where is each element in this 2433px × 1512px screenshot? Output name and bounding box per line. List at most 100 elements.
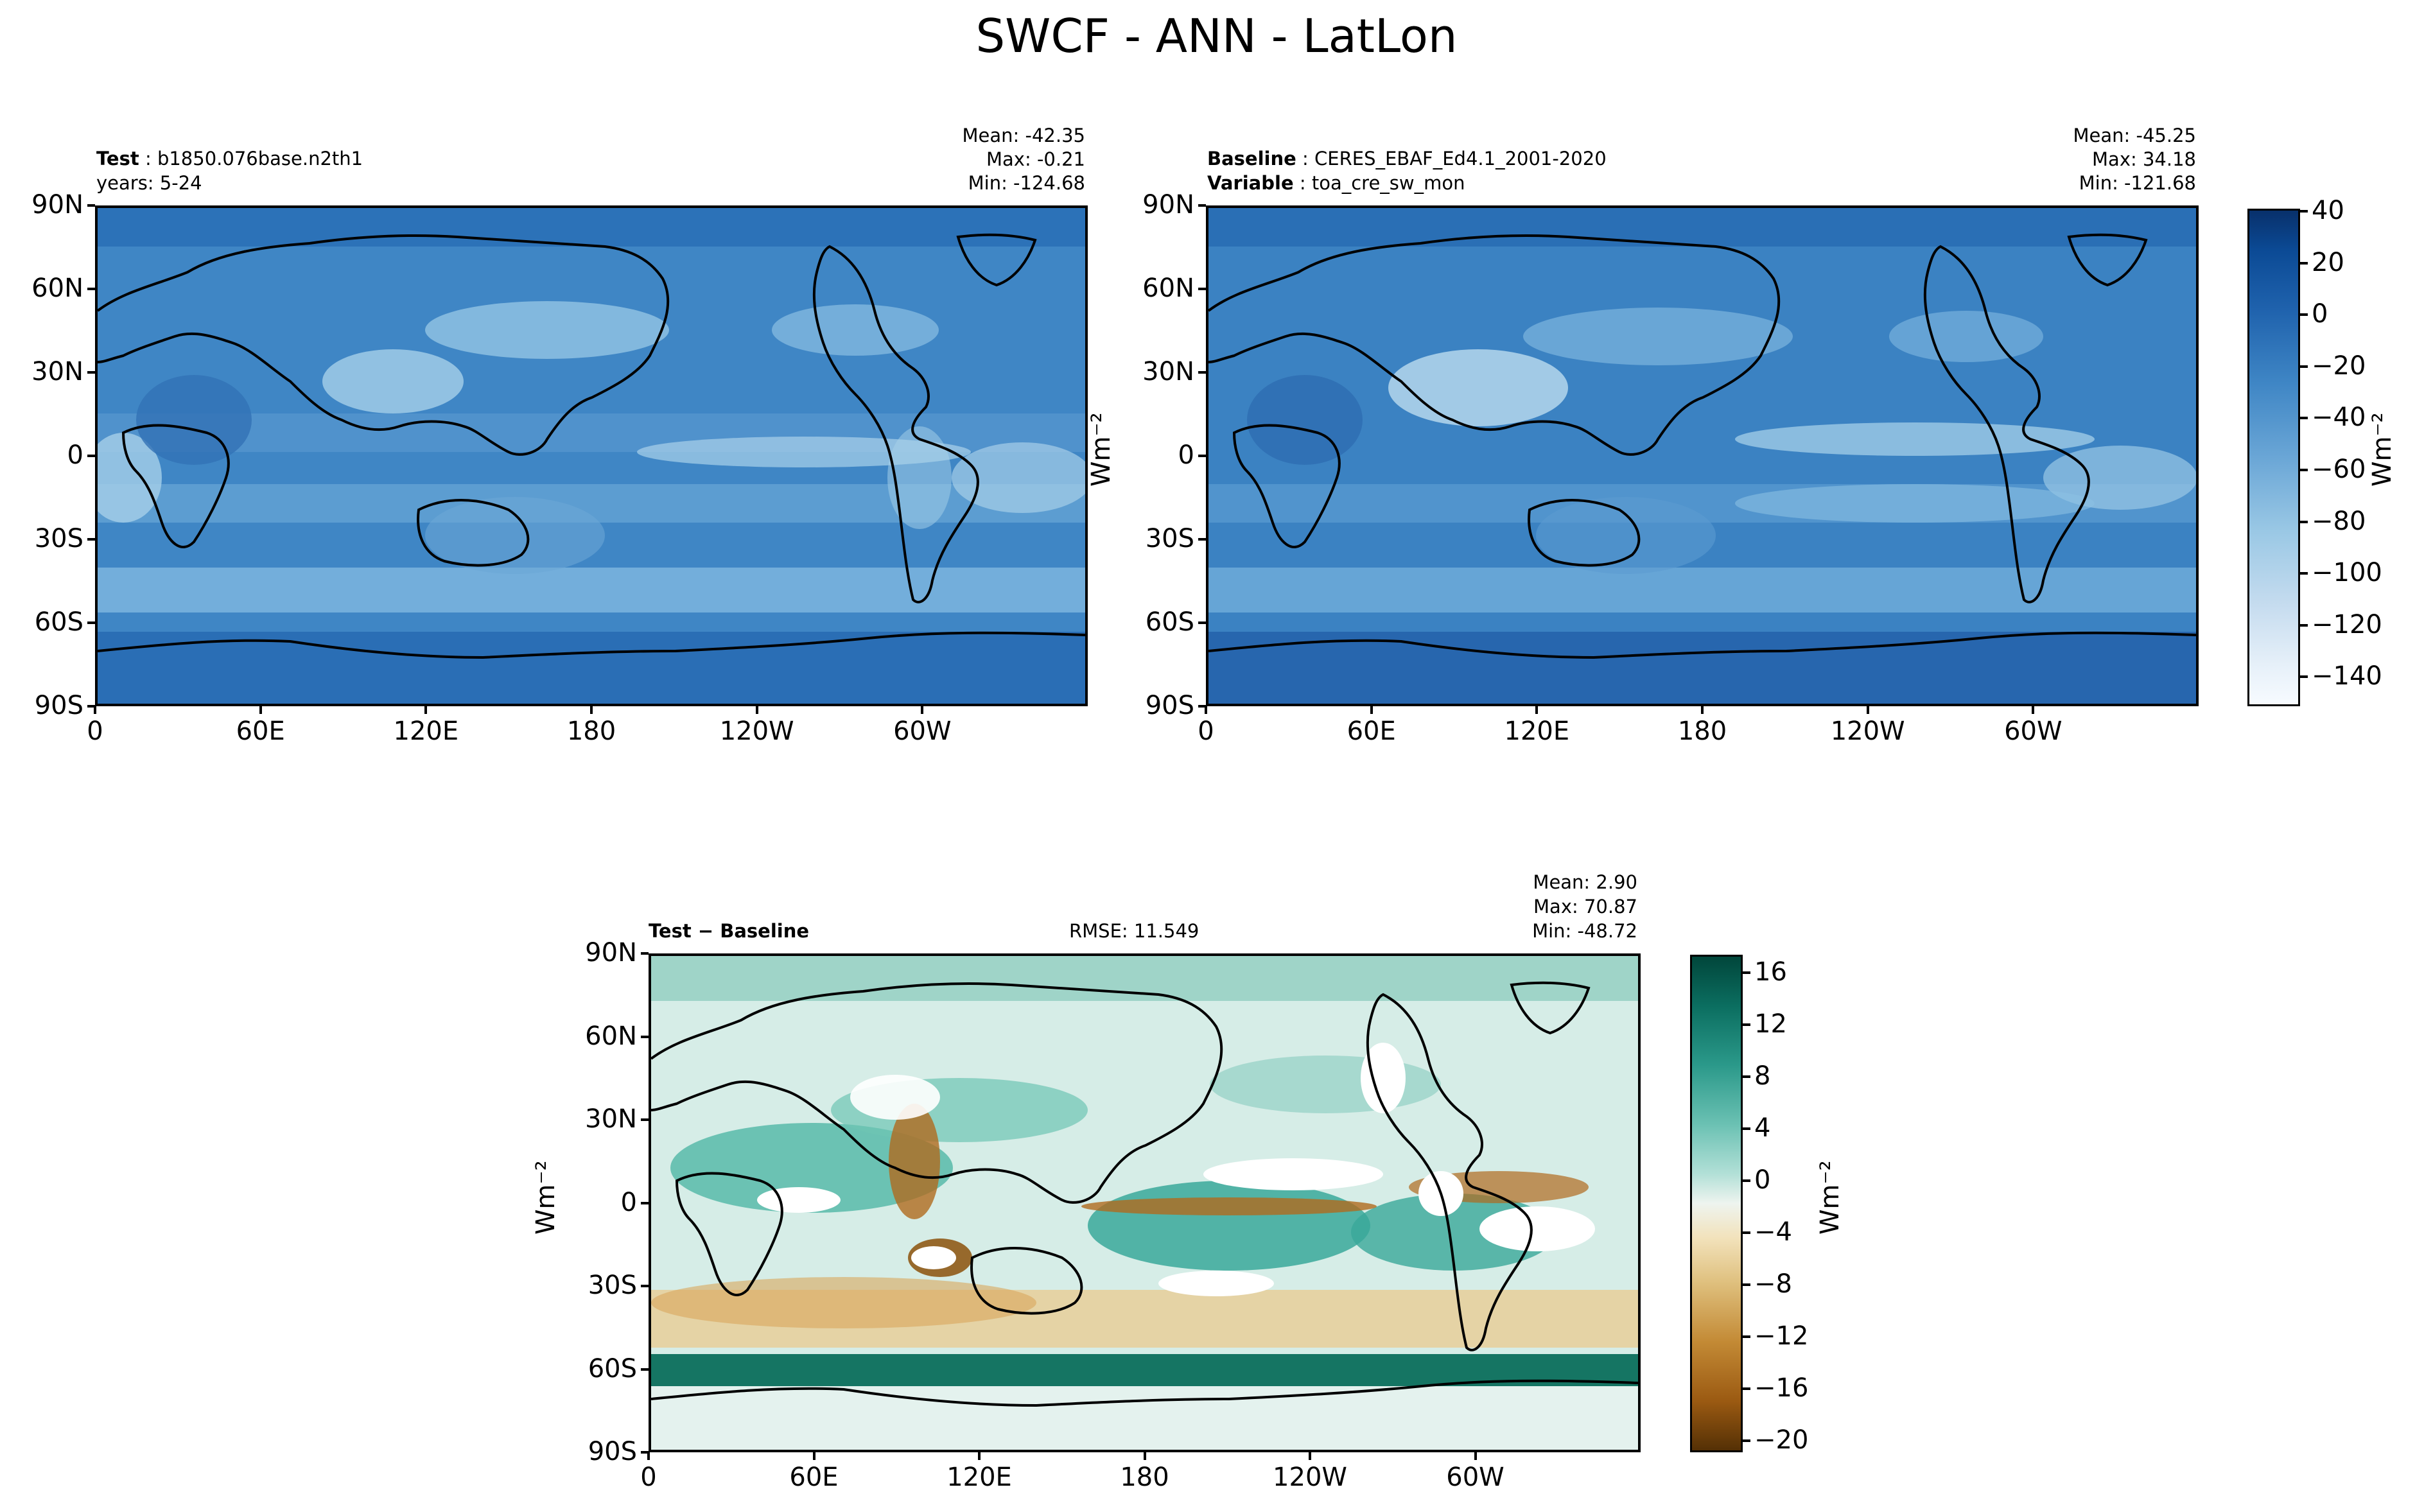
baseline-lon-tickmark	[1701, 706, 1704, 714]
diff-lat-tickmark	[641, 1285, 649, 1287]
test-lon-tickmark	[921, 706, 924, 714]
baseline-map	[1206, 205, 2199, 706]
diff-lat-tick: 60N	[585, 1021, 637, 1051]
baseline-lon-tick: 60E	[1347, 717, 1396, 746]
colorbar-diff-tick-label: 4	[1754, 1113, 1771, 1143]
colorbar-top-tickmark	[2300, 365, 2308, 368]
diff-lon-tickmark	[812, 1452, 815, 1460]
diff-map	[649, 953, 1641, 1452]
colorbar-diff-tick-label: 16	[1754, 957, 1787, 987]
colorbar-diff-tickmark	[1743, 1387, 1750, 1390]
colorbar-diff-tick-label: −12	[1754, 1321, 1809, 1351]
baseline-map-field	[1208, 208, 2196, 704]
colorbar-top-tick-label: −40	[2312, 403, 2366, 433]
colorbar-top-tickmark	[2300, 572, 2308, 575]
diff-lat-tickmark	[641, 1035, 649, 1038]
test-lon-tick: 60W	[893, 717, 952, 746]
baseline-lat-tickmark	[1198, 288, 1206, 290]
baseline-lon-tick: 120E	[1504, 717, 1570, 746]
diff-lat-tickmark	[641, 1368, 649, 1371]
test-lat-tick: 90N	[31, 190, 83, 220]
diff-lon-tickmark	[1474, 1452, 1477, 1460]
colorbar-diff-tickmark	[1743, 1283, 1750, 1286]
test-lat-tickmark	[87, 371, 95, 374]
diff-lat-tick: 0	[620, 1187, 637, 1217]
test-lon-tickmark	[424, 706, 428, 714]
colorbar-top-tickmark	[2300, 313, 2308, 317]
test-lon-tick: 120W	[719, 717, 794, 746]
colorbar-diff-tickmark	[1743, 1179, 1750, 1182]
diff-label: Test − Baseline	[649, 920, 810, 942]
colorbar-diff-tick-label: −4	[1754, 1217, 1792, 1247]
baseline-lat-tickmark	[1198, 455, 1206, 457]
diff-lon-tickmark	[1143, 1452, 1146, 1460]
colorbar-diff-tickmark	[1743, 971, 1750, 974]
diff-lon-tickmark	[1309, 1452, 1311, 1460]
colorbar-top-unit: Wm⁻²	[2368, 412, 2397, 487]
baseline-lon-tickmark	[1370, 706, 1373, 714]
colorbar-top-tickmark	[2300, 417, 2308, 420]
diff-lat-tick: 30S	[588, 1271, 637, 1300]
colorbar-diff-tick-label: 12	[1754, 1009, 1787, 1039]
colorbar-top-tickmark	[2300, 520, 2308, 523]
diff-lat-tickmark	[641, 952, 649, 955]
diff-lat-tick: 90N	[585, 938, 637, 968]
test-label: Test : b1850.076base.n2th1	[96, 148, 363, 169]
diff-rmse: RMSE: 11.549	[1069, 920, 1199, 942]
diff-lon-tick: 60E	[789, 1463, 839, 1492]
colorbar-diff-tick-label: −16	[1754, 1373, 1809, 1403]
baseline-coastlines	[1208, 233, 2196, 659]
test-years: years: 5-24	[96, 172, 202, 194]
colorbar-diff-tick-label: 0	[1754, 1165, 1771, 1195]
colorbar-top-tick-label: −120	[2312, 609, 2382, 639]
test-lon-tick: 60E	[236, 717, 285, 746]
colorbar-top-tick-label: −60	[2312, 455, 2366, 484]
colorbar-top-tick-label: 20	[2312, 247, 2344, 277]
colorbar-diff-tick-label: −20	[1754, 1425, 1809, 1455]
baseline-min: Min: -121.68	[2079, 172, 2196, 194]
colorbar-diff-tickmark	[1743, 1023, 1750, 1026]
test-lon-tick: 0	[87, 717, 103, 746]
colorbar-top-tickmark	[2300, 675, 2308, 679]
test-lat-tickmark	[87, 538, 95, 541]
baseline-lat-tickmark	[1198, 621, 1206, 624]
diff-lon-tickmark	[978, 1452, 981, 1460]
diff-lat-tickmark	[641, 1201, 649, 1204]
diff-lon-tick: 120W	[1273, 1463, 1347, 1492]
test-lon-tickmark	[755, 706, 758, 714]
baseline-mean: Mean: -45.25	[2073, 125, 2197, 146]
colorbar-top-tick-label: 40	[2312, 196, 2344, 225]
colorbar-diff-tickmark	[1743, 1335, 1750, 1338]
diff-min: Min: -48.72	[1532, 920, 1637, 942]
colorbar-top-tick-label: −100	[2312, 558, 2382, 588]
test-mean: Mean: -42.35	[962, 125, 1086, 146]
test-lat-tick: 0	[67, 440, 83, 470]
test-coastlines	[98, 233, 1085, 659]
diff-lat-tick: 90S	[588, 1437, 637, 1466]
diff-lat-tickmark	[641, 1118, 649, 1121]
baseline-lat-tick: 30N	[1142, 357, 1194, 387]
colorbar-diff-tickmark	[1743, 1439, 1750, 1442]
test-lat-tickmark	[87, 288, 95, 290]
baseline-lat-tickmark	[1198, 538, 1206, 541]
colorbar-top-tickmark	[2300, 261, 2308, 265]
colorbar-diff-unit: Wm⁻²	[1815, 1160, 1845, 1235]
test-lat-tickmark	[87, 204, 95, 207]
colorbar-top-tickmark	[2300, 210, 2308, 213]
colorbar-top-tickmark	[2300, 623, 2308, 627]
baseline-lon-tick: 120W	[1830, 717, 1905, 746]
figure-title: SWCF - ANN - LatLon	[975, 9, 1458, 63]
diff-lon-tick: 180	[1120, 1463, 1169, 1492]
baseline-lon-tickmark	[2032, 706, 2035, 714]
test-lat-tick: 60S	[34, 607, 83, 637]
test-lon-tick: 120E	[393, 717, 459, 746]
baseline-max: Max: 34.18	[2092, 148, 2196, 170]
colorbar-top-tick-label: −20	[2312, 351, 2366, 381]
test-lat-tickmark	[87, 705, 95, 708]
baseline-lat-tick: 30S	[1145, 524, 1194, 553]
baseline-lon-tickmark	[1205, 706, 1207, 714]
baseline-lat-tick: 90N	[1142, 190, 1194, 220]
colorbar-diff-tickmark	[1743, 1075, 1750, 1078]
diff-lat-tick: 60S	[588, 1353, 637, 1384]
colorbar-top-tickmark	[2300, 469, 2308, 471]
